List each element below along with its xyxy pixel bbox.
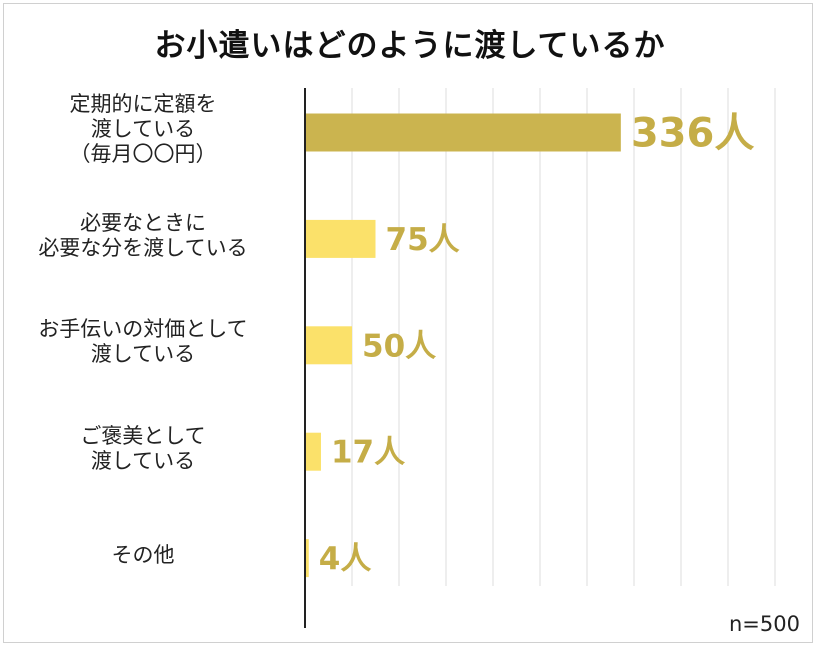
chart-title: お小遣いはどのように渡しているか bbox=[154, 28, 666, 64]
category-label: 定期的に定額を 渡している （毎月〇〇円） bbox=[69, 92, 217, 166]
value-label: 50人 bbox=[362, 328, 436, 364]
category-label: お手伝いの対価として 渡している bbox=[38, 317, 248, 367]
value-label: 17人 bbox=[331, 435, 405, 471]
value-label: 75人 bbox=[386, 222, 460, 258]
bar bbox=[305, 326, 352, 365]
bar bbox=[305, 219, 376, 258]
category-label: 必要なときに 必要な分を渡している bbox=[38, 210, 248, 260]
bar bbox=[305, 432, 321, 471]
bar bbox=[305, 539, 309, 578]
category-label: ご褒美として 渡している bbox=[80, 423, 206, 473]
bar bbox=[305, 113, 621, 152]
sample-size-note: n=500 bbox=[729, 612, 800, 636]
value-label: 4人 bbox=[319, 541, 372, 577]
value-label: 336人 bbox=[631, 111, 755, 157]
category-label: その他 bbox=[111, 542, 175, 567]
chart-frame bbox=[3, 3, 813, 643]
